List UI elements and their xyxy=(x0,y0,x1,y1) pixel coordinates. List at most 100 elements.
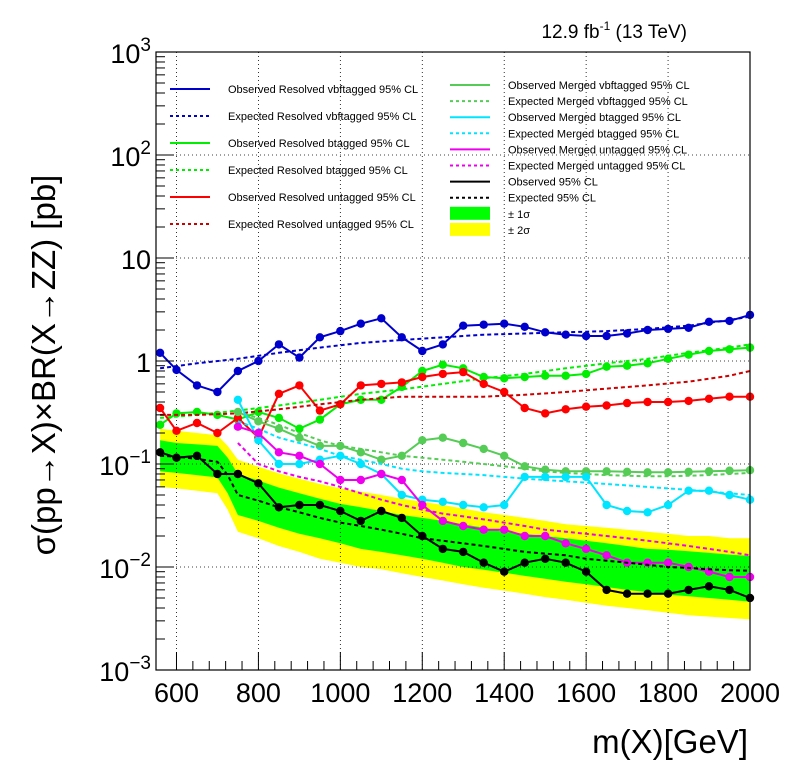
series-point-0 xyxy=(254,356,263,366)
series-point-0 xyxy=(336,326,345,336)
y-tick-label: 1 xyxy=(136,348,151,378)
series-point-6 xyxy=(418,436,427,445)
series-point-12 xyxy=(622,589,632,598)
legend-right-label-6: Observed 95% CL xyxy=(508,177,598,189)
series-point-6 xyxy=(663,468,673,477)
series-point-8 xyxy=(479,503,488,512)
series-point-0 xyxy=(377,314,386,323)
y-tick-label: 10−2 xyxy=(99,550,151,584)
series-point-4 xyxy=(233,413,243,423)
legend-right-label-4: Observed Merged untagged 95% CL xyxy=(508,144,687,156)
series-point-4 xyxy=(663,397,673,407)
y-tick-label: 10−1 xyxy=(99,447,151,481)
series-point-2 xyxy=(377,395,386,404)
series-point-2 xyxy=(418,366,427,376)
series-point-6 xyxy=(459,438,468,448)
series-point-0 xyxy=(295,353,304,362)
x-tick-label: 800 xyxy=(236,678,281,708)
series-point-8 xyxy=(438,497,447,506)
band-1sigma xyxy=(160,440,751,602)
series-point-2 xyxy=(295,424,304,433)
y-tick-label: 10−3 xyxy=(99,653,151,687)
legend-right-label-7: Expected 95% CL xyxy=(508,193,596,205)
series-point-12 xyxy=(213,469,222,479)
series-point-2 xyxy=(438,360,447,369)
series-point-6 xyxy=(377,455,386,464)
series-point-0 xyxy=(438,340,447,349)
series-point-10 xyxy=(581,544,591,554)
series-point-12 xyxy=(274,503,284,512)
series-line-5 xyxy=(160,370,751,416)
energy-label: (13 TeV) xyxy=(610,22,687,43)
series-point-8 xyxy=(602,500,611,510)
series-line-11 xyxy=(237,442,751,557)
series-point-6 xyxy=(622,467,632,476)
series-point-12 xyxy=(684,585,693,595)
series-point-8 xyxy=(274,459,284,469)
series-point-4 xyxy=(438,369,447,379)
series-point-10 xyxy=(418,500,427,510)
series-point-2 xyxy=(274,413,284,423)
series-point-12 xyxy=(377,506,386,516)
series-point-4 xyxy=(704,394,714,403)
series-point-0 xyxy=(459,321,468,330)
series-point-6 xyxy=(500,451,509,460)
series-point-10 xyxy=(520,531,529,541)
series-point-8 xyxy=(295,459,304,469)
series-point-2 xyxy=(602,362,611,371)
legend-right-label-8: ± 1σ xyxy=(508,209,530,221)
series-point-6 xyxy=(684,467,693,476)
series-point-12 xyxy=(602,585,611,595)
series-point-0 xyxy=(356,319,365,328)
series-point-8 xyxy=(541,472,550,482)
series-point-4 xyxy=(418,372,427,382)
series-point-0 xyxy=(602,331,611,341)
series-point-10 xyxy=(315,459,325,469)
lumi-label: 12.9 fb-1 (13 TeV) xyxy=(541,19,687,43)
series-point-2 xyxy=(192,407,202,417)
series-point-12 xyxy=(581,567,591,576)
series-point-0 xyxy=(172,365,181,375)
series-line-9 xyxy=(237,420,751,496)
series-point-10 xyxy=(438,516,447,526)
series-point-4 xyxy=(561,405,570,414)
series-point-12 xyxy=(643,589,652,598)
series-point-4 xyxy=(459,367,468,377)
series-point-12 xyxy=(541,554,550,563)
series-point-0 xyxy=(233,366,243,376)
series-point-6 xyxy=(295,433,304,442)
series-point-6 xyxy=(643,468,652,477)
series-point-12 xyxy=(233,469,243,479)
legend-right-label-3: Expected Merged btagged 95% CL xyxy=(508,128,679,140)
series-point-12 xyxy=(500,567,509,576)
series-point-8 xyxy=(254,436,263,445)
series-point-4 xyxy=(315,406,325,415)
series-point-8 xyxy=(356,459,365,469)
series-point-4 xyxy=(684,396,693,406)
series-point-4 xyxy=(274,389,284,398)
series-point-4 xyxy=(520,403,529,413)
legend-right-label-0: Observed Merged vbftagged 95% CL xyxy=(508,80,690,92)
series-point-10 xyxy=(459,521,468,531)
series-point-4 xyxy=(725,392,734,401)
series-point-0 xyxy=(479,320,488,329)
series-point-12 xyxy=(336,506,345,516)
series-point-2 xyxy=(541,371,550,380)
series-point-0 xyxy=(418,346,427,356)
legend-left-label-2: Observed Resolved btagged 95% CL xyxy=(228,138,410,150)
series-point-0 xyxy=(192,381,202,390)
legend-left-label-4: Observed Resolved untagged 95% CL xyxy=(228,192,416,204)
x-tick-label: 1800 xyxy=(638,678,698,708)
series-point-8 xyxy=(233,395,243,404)
legend-right-swatch-8 xyxy=(450,206,490,220)
series-point-0 xyxy=(315,333,325,342)
series-point-12 xyxy=(397,513,406,523)
x-tick-label: 2000 xyxy=(720,678,780,708)
series-point-6 xyxy=(725,466,734,475)
series-point-10 xyxy=(602,551,611,560)
x-tick-label: 1600 xyxy=(556,678,616,708)
series-point-2 xyxy=(663,354,673,363)
series-point-6 xyxy=(479,444,488,454)
series-point-8 xyxy=(397,490,406,500)
